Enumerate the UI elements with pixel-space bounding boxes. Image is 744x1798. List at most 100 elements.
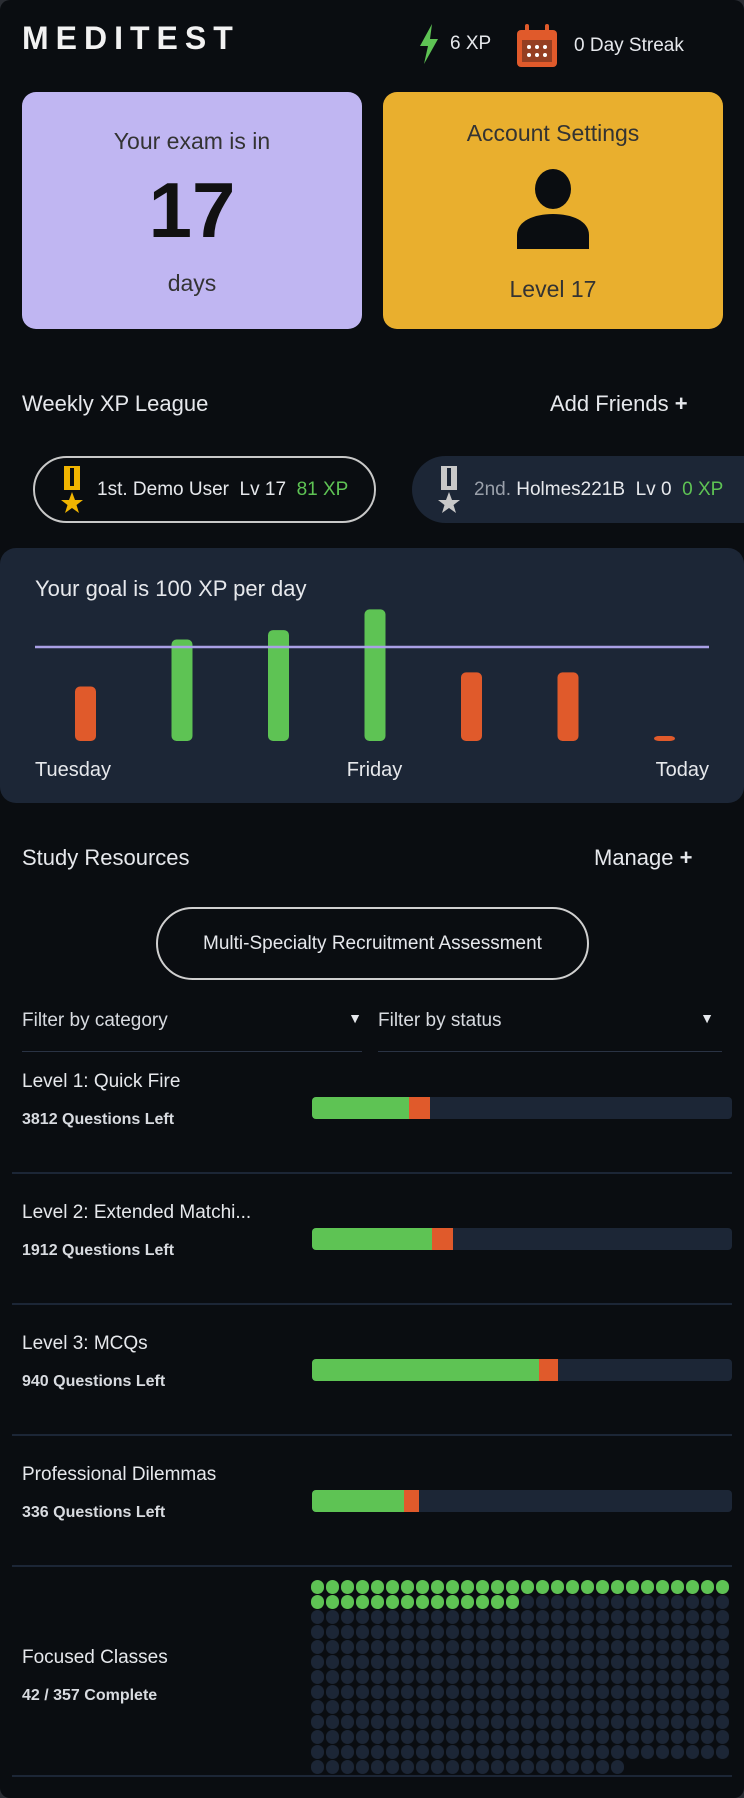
class-dot xyxy=(401,1685,414,1699)
resource-progress-bar xyxy=(312,1490,732,1512)
class-dot xyxy=(521,1745,534,1759)
class-dot xyxy=(311,1580,324,1594)
class-dot xyxy=(461,1700,474,1714)
class-dot xyxy=(626,1730,639,1744)
class-dot xyxy=(611,1625,624,1639)
class-dot xyxy=(551,1580,564,1594)
resource-row[interactable]: Level 1: Quick Fire 3812 Questions Left xyxy=(12,1043,732,1174)
league-rank: 2nd. xyxy=(474,478,511,500)
class-dot xyxy=(596,1670,609,1684)
class-dot xyxy=(551,1730,564,1744)
plus-icon: + xyxy=(679,845,693,870)
class-dot xyxy=(656,1700,669,1714)
class-dot xyxy=(491,1655,504,1669)
resource-row[interactable]: Level 3: MCQs 940 Questions Left xyxy=(12,1305,732,1436)
class-dot xyxy=(716,1700,729,1714)
class-dot xyxy=(671,1715,684,1729)
class-dot xyxy=(506,1625,519,1639)
class-dot xyxy=(551,1595,564,1609)
class-dot xyxy=(716,1655,729,1669)
class-dot xyxy=(326,1685,339,1699)
class-dot xyxy=(371,1610,384,1624)
class-dot xyxy=(611,1760,624,1774)
class-dot xyxy=(371,1625,384,1639)
class-dot xyxy=(416,1745,429,1759)
calendar-icon xyxy=(517,24,557,67)
class-dot xyxy=(596,1715,609,1729)
class-dot xyxy=(446,1655,459,1669)
class-dot xyxy=(716,1715,729,1729)
class-dot xyxy=(311,1730,324,1744)
resource-title: Level 2: Extended Matchi... xyxy=(22,1202,252,1223)
class-dot xyxy=(341,1610,354,1624)
class-dot xyxy=(641,1745,654,1759)
progress-correct xyxy=(312,1359,539,1381)
focused-classes-row[interactable]: Focused Classes 42 / 357 Complete xyxy=(12,1565,732,1777)
class-dot xyxy=(521,1730,534,1744)
class-dot xyxy=(506,1640,519,1654)
add-friends-button[interactable]: Add Friends + xyxy=(550,391,688,417)
resource-row[interactable]: Level 2: Extended Matchi... 1912 Questio… xyxy=(12,1174,732,1305)
xp-bar-chart: Tuesday Friday Today xyxy=(35,609,709,781)
manage-button[interactable]: Manage + xyxy=(594,845,693,871)
class-dot xyxy=(626,1610,639,1624)
class-dot xyxy=(311,1745,324,1759)
class-dot xyxy=(596,1685,609,1699)
class-dot xyxy=(446,1760,459,1774)
class-dot xyxy=(566,1730,579,1744)
class-dot xyxy=(566,1610,579,1624)
class-dot xyxy=(611,1745,624,1759)
class-dot xyxy=(461,1580,474,1594)
class-dot xyxy=(536,1580,549,1594)
class-dot xyxy=(476,1760,489,1774)
class-dot xyxy=(686,1700,699,1714)
class-dot xyxy=(716,1595,729,1609)
account-settings-card[interactable]: Account Settings Level 17 xyxy=(383,92,723,329)
class-dot xyxy=(356,1685,369,1699)
class-dot xyxy=(701,1655,714,1669)
class-dot xyxy=(341,1760,354,1774)
class-dot xyxy=(461,1640,474,1654)
class-dot xyxy=(326,1730,339,1744)
class-dot xyxy=(431,1685,444,1699)
class-dot xyxy=(536,1715,549,1729)
league-level: Lv 17 xyxy=(239,478,287,500)
resource-progress-bar xyxy=(312,1228,732,1250)
class-dot xyxy=(476,1580,489,1594)
class-dot xyxy=(446,1610,459,1624)
filter-status-dropdown[interactable]: Filter by status ▼ xyxy=(378,1000,722,1052)
class-dot xyxy=(566,1580,579,1594)
league-entry[interactable]: 1st. Demo User Lv 17 81 XP xyxy=(33,456,377,523)
class-dot xyxy=(326,1760,339,1774)
class-dot xyxy=(311,1700,324,1714)
account-level: Level 17 xyxy=(509,276,597,302)
study-resources-title: Study Resources xyxy=(22,845,190,870)
class-dot xyxy=(341,1700,354,1714)
class-dot xyxy=(581,1670,594,1684)
class-dot xyxy=(716,1670,729,1684)
class-dot xyxy=(716,1610,729,1624)
resource-subtitle: 336 Questions Left xyxy=(22,1504,166,1521)
filter-category-label: Filter by category xyxy=(22,1010,168,1031)
class-dot xyxy=(671,1640,684,1654)
class-dot xyxy=(476,1715,489,1729)
exam-suffix: days xyxy=(167,270,217,296)
class-dot xyxy=(551,1685,564,1699)
class-dot xyxy=(431,1640,444,1654)
class-dot xyxy=(551,1700,564,1714)
class-dot xyxy=(626,1625,639,1639)
class-dot xyxy=(506,1655,519,1669)
class-dot xyxy=(536,1640,549,1654)
resource-row[interactable]: Professional Dilemmas 336 Questions Left xyxy=(12,1436,732,1567)
filter-category-dropdown[interactable]: Filter by category ▼ xyxy=(22,1000,362,1052)
class-dot xyxy=(701,1625,714,1639)
class-dot xyxy=(476,1640,489,1654)
league-entry[interactable]: 2nd. Holmes221B Lv 0 0 XP xyxy=(412,456,744,523)
class-dot xyxy=(506,1715,519,1729)
class-dot xyxy=(521,1670,534,1684)
x-tick-label: Friday xyxy=(347,759,403,781)
class-dot xyxy=(461,1595,474,1609)
exam-select-button[interactable]: Multi-Specialty Recruitment Assessment xyxy=(156,907,589,980)
class-dot xyxy=(551,1760,564,1774)
league-xp: 0 XP xyxy=(682,478,724,500)
